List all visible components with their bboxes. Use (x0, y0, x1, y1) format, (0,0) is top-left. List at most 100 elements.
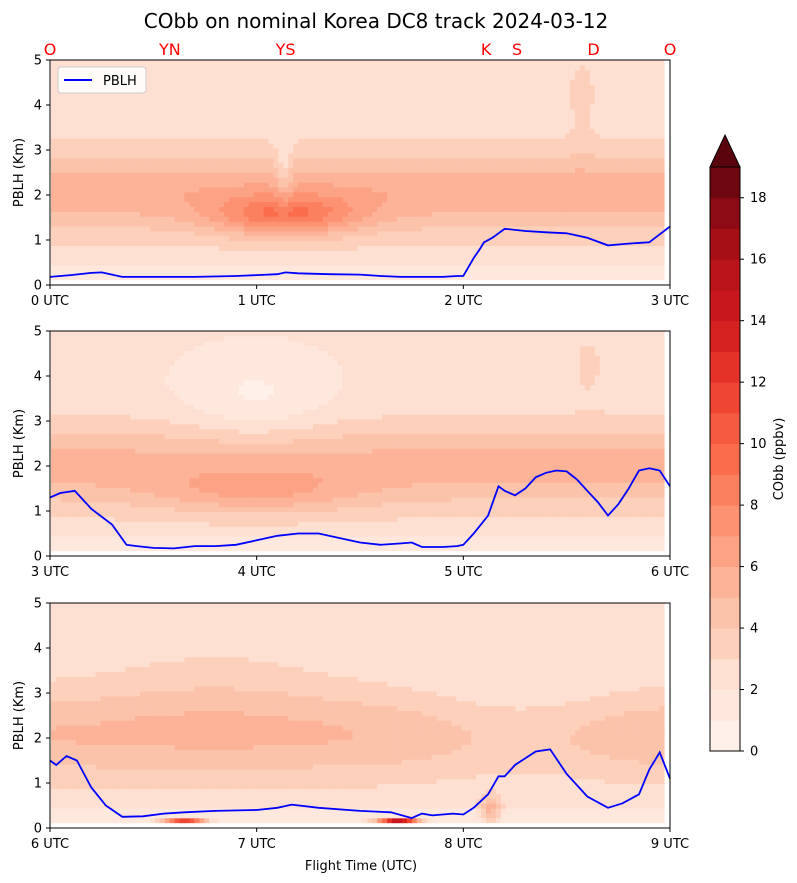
field-cell (401, 74, 408, 81)
field-cell (352, 274, 359, 281)
field-cell (486, 69, 492, 76)
field-cell (342, 230, 349, 237)
field-cell (342, 60, 349, 66)
field-cell (174, 89, 181, 95)
field-cell (456, 264, 462, 271)
field-cell (65, 113, 72, 120)
field-cell (273, 196, 279, 203)
field-cell (327, 201, 334, 207)
field-cell (233, 123, 240, 129)
field-cell (362, 177, 368, 183)
field-cell (332, 108, 339, 115)
field-cell (579, 118, 586, 125)
field-cell (357, 230, 364, 237)
field-cell (387, 147, 393, 154)
field-cell (397, 182, 403, 188)
field-cell (495, 201, 502, 207)
field-cell (209, 103, 215, 110)
field-cell (486, 60, 492, 66)
field-cell (466, 108, 472, 115)
field-cell (135, 264, 141, 271)
field-cell (406, 152, 413, 159)
field-cell (327, 142, 334, 149)
field-cell (382, 118, 388, 125)
field-cell (105, 133, 111, 139)
field-cell (337, 108, 344, 115)
field-cell (372, 186, 378, 193)
field-cell (179, 69, 186, 76)
field-cell (515, 177, 522, 183)
field-cell (481, 264, 487, 271)
field-cell (362, 269, 368, 276)
field-cell (426, 225, 433, 232)
field-cell (545, 138, 551, 144)
field-cell (357, 269, 364, 276)
field-cell (337, 128, 344, 134)
field-cell (579, 60, 586, 66)
field-cell (387, 201, 393, 207)
field-cell (263, 186, 270, 193)
field-cell (337, 221, 344, 227)
field-cell (367, 264, 373, 271)
field-cell (169, 191, 176, 198)
field-cell (204, 138, 210, 144)
field-cell (80, 250, 87, 256)
field-cell (149, 147, 156, 154)
field-cell (164, 196, 171, 203)
field-cell (431, 255, 438, 261)
field-cell (258, 269, 265, 276)
field-cell (169, 255, 176, 261)
field-cell (387, 235, 393, 242)
field-cell (278, 64, 284, 71)
field-cell (431, 196, 438, 203)
field-cell (322, 108, 329, 115)
field-cell (194, 74, 200, 81)
field-cell (347, 74, 354, 81)
field-cell (243, 177, 250, 183)
field-cell (525, 123, 532, 129)
field-cell (594, 250, 601, 256)
field-cell (169, 264, 176, 271)
field-cell (337, 191, 344, 198)
field-cell (401, 60, 408, 66)
field-cell (154, 196, 161, 203)
field-cell (179, 128, 186, 134)
field-cell (60, 196, 67, 203)
field-cell (337, 94, 344, 100)
field-cell (406, 191, 413, 198)
field-cell (342, 99, 349, 105)
field-cell (589, 138, 596, 144)
field-cell (154, 152, 161, 159)
field-cell (357, 157, 364, 164)
field-cell (130, 235, 136, 242)
field-cell (401, 128, 408, 134)
field-cell (535, 186, 542, 193)
field-cell (85, 230, 92, 237)
field-cell (55, 196, 62, 203)
field-cell (154, 177, 161, 183)
field-cell (55, 182, 62, 188)
field-cell (392, 138, 398, 144)
field-cell (55, 103, 62, 110)
field-cell (505, 84, 512, 90)
field-cell (451, 240, 457, 247)
field-cell (184, 94, 191, 100)
field-cell (421, 103, 428, 110)
field-cell (65, 147, 72, 154)
field-cell (476, 201, 482, 207)
field-cell (243, 269, 250, 276)
field-cell (451, 230, 457, 237)
field-cell (416, 157, 423, 164)
field-cell (283, 79, 289, 85)
field-cell (75, 123, 82, 129)
field-cell (490, 118, 497, 125)
field-cell (515, 79, 522, 85)
field-cell (60, 260, 67, 266)
field-cell (579, 172, 586, 178)
field-cell (199, 99, 205, 105)
field-cell (530, 240, 537, 247)
field-cell (456, 123, 462, 129)
field-cell (174, 182, 181, 188)
field-cell (317, 201, 324, 207)
field-cell (570, 142, 576, 149)
